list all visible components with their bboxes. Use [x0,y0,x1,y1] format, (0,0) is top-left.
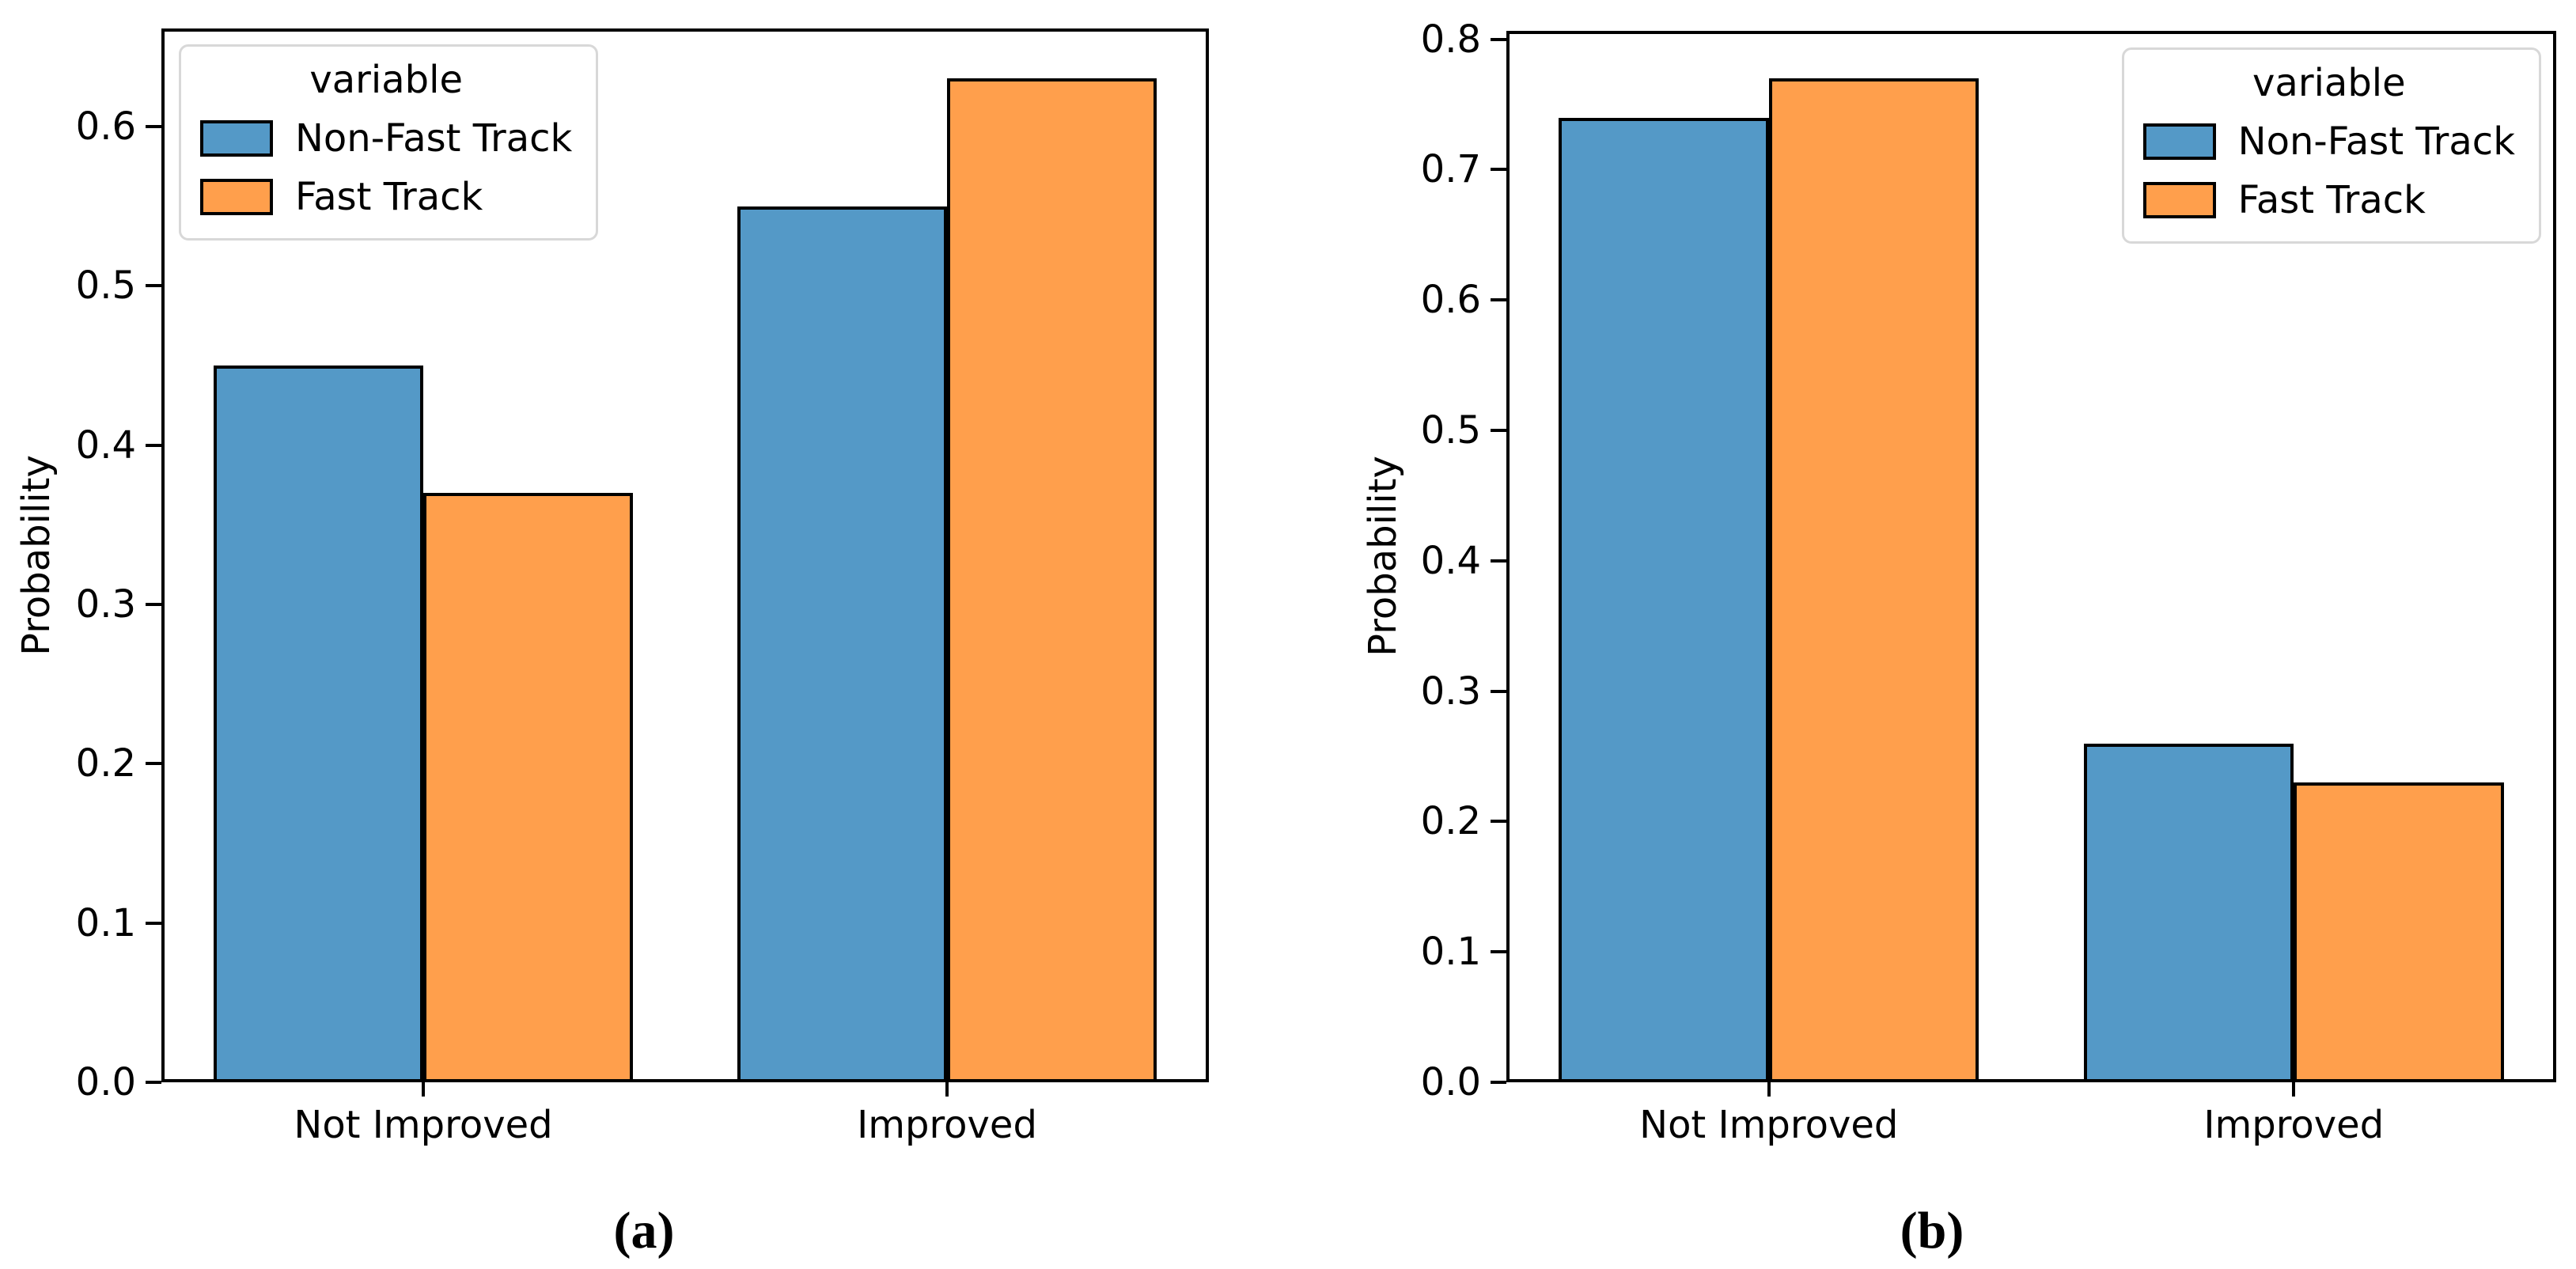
y-tick-mark [1491,559,1506,563]
bar-fast-track-not-improved [1768,78,1979,1082]
y-tick-mark [146,762,161,766]
legend-label-fast-track: Fast Track [295,175,483,219]
y-tick-label: 0.4 [1420,538,1481,583]
panel-a: Probability variable Non-Fast Track Fast… [14,28,1209,1260]
y-tick-label: 0.1 [1420,930,1481,975]
y-tick-mark [146,602,161,606]
y-tick-mark [146,921,161,925]
x-category-label-not-improved: Not Improved [1639,1103,1899,1147]
y-tick-label: 0.0 [1420,1060,1481,1104]
bar-fast-track-improved [2294,782,2504,1082]
bar-non-fast-track-improved [737,206,947,1082]
panel-b: Probability variable Non-Fast Track Fast… [1288,0,2576,1269]
y-tick-label: 0.5 [75,263,136,309]
x-category-label-not-improved: Not Improved [294,1103,553,1147]
y-tick-label: 0.6 [1420,278,1481,323]
y-tick-label: 0.6 [75,104,136,149]
x-tick-mark [2292,1082,2296,1097]
legend-entry-fast-track: Fast Track [2142,178,2515,222]
y-tick-mark [146,124,161,128]
legend-b: variable Non-Fast Track Fast Track [2121,47,2541,244]
bar-fast-track-not-improved [423,492,633,1082]
legend-swatch-non-fast-track [200,120,273,157]
y-tick-mark [1491,689,1506,693]
legend-label-fast-track: Fast Track [2237,178,2426,222]
y-tick-mark [146,443,161,447]
legend-swatch-fast-track [2142,182,2216,218]
x-tick-mark [1767,1082,1771,1097]
y-tick-mark [146,284,161,288]
y-tick-label: 0.5 [1420,408,1481,453]
y-tick-mark [1491,298,1506,302]
y-tick-mark [146,1081,161,1084]
legend-title-b: variable [2252,61,2406,105]
bar-non-fast-track-not-improved [214,365,423,1082]
y-tick-label: 0.0 [75,1060,136,1104]
caption-b: (b) [1900,1202,1964,1260]
legend-title-a: variable [309,58,463,102]
legend-swatch-non-fast-track [2142,123,2216,160]
y-tick-label: 0.2 [75,741,136,786]
x-category-label-improved: Improved [857,1103,1037,1147]
y-tick-mark [1491,1081,1506,1084]
y-axis-label-a: Probability [14,455,59,656]
y-tick-mark [1491,37,1506,41]
y-tick-label: 0.1 [75,900,136,945]
legend-entry-fast-track: Fast Track [200,175,572,219]
legend-a: variable Non-Fast Track Fast Track [179,44,599,241]
x-tick-mark [422,1082,425,1097]
x-category-label-improved: Improved [2203,1103,2385,1147]
y-tick-label: 0.8 [1420,17,1481,62]
legend-swatch-fast-track [200,179,273,215]
legend-entry-non-fast-track: Non-Fast Track [2142,119,2515,164]
bar-non-fast-track-improved [2083,743,2294,1082]
y-tick-mark [1491,820,1506,824]
x-tick-mark [945,1082,949,1097]
y-tick-label: 0.2 [1420,799,1481,844]
y-tick-mark [1491,950,1506,954]
caption-a: (a) [613,1202,675,1260]
bar-fast-track-improved [947,78,1157,1082]
bar-non-fast-track-not-improved [1559,117,1769,1082]
y-tick-mark [1491,168,1506,172]
legend-entry-non-fast-track: Non-Fast Track [200,116,572,161]
y-tick-mark [1491,429,1506,433]
y-tick-label: 0.3 [75,581,136,627]
y-tick-label: 0.4 [75,422,136,468]
y-tick-label: 0.3 [1420,669,1481,714]
y-tick-label: 0.7 [1420,147,1481,192]
legend-label-non-fast-track: Non-Fast Track [2237,119,2515,164]
legend-label-non-fast-track: Non-Fast Track [295,116,573,161]
